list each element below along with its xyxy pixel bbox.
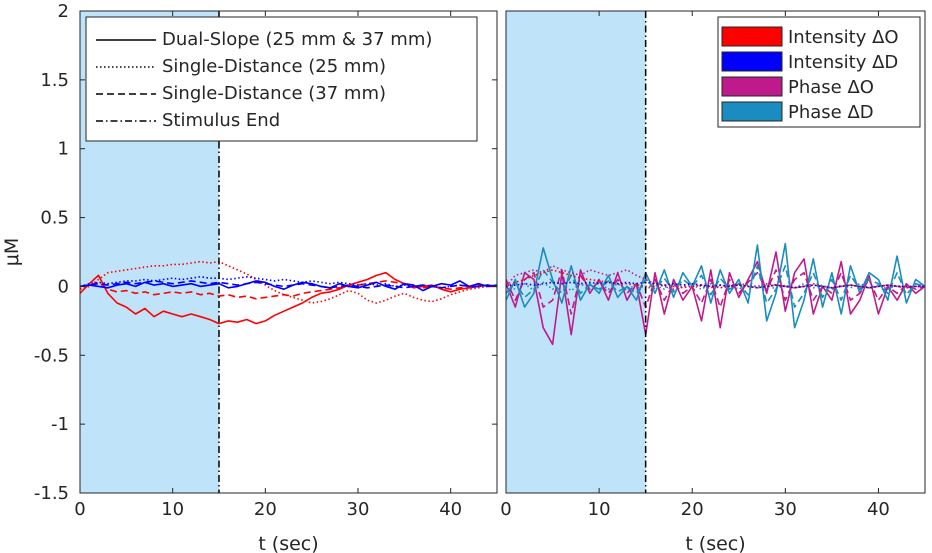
x-tick-label: 10 [588,499,611,520]
legend-label: Single-Distance (37 mm) [162,83,386,104]
stimulus-region [506,11,646,493]
y-tick-label: -0.5 [34,345,69,366]
legend-label: Intensity ΔD [788,52,898,73]
series-line-2 [79,280,497,300]
y-tick-label: 2 [58,1,69,22]
x-axis-label: t (sec) [258,533,318,553]
series-line-2 [505,269,926,315]
series-line-4 [505,265,925,290]
x-tick-label: 0 [74,499,85,520]
x-tick-label: 0 [500,499,511,520]
x-axis-label: t (sec) [685,533,745,553]
y-tick-label: 0 [58,276,69,297]
legend-label: Single-Distance (25 mm) [162,56,386,77]
legend-label: Phase ΔD [788,102,874,123]
series-line-0 [505,251,926,346]
y-tick-label: -1 [51,414,69,435]
legend-box [85,16,478,142]
legend-color-swatch [721,101,783,122]
series-line-3 [79,280,498,292]
x-tick-label: 40 [867,499,890,520]
y-tick-label: -1.5 [34,483,69,504]
y-axis-label: μM [1,238,23,266]
legend-color-swatch [721,76,783,97]
right-panel: 0 10 20 30 40 t (sec) Intensity ΔO Intensity ΔD… [500,10,926,553]
x-tick-label: 30 [347,499,370,520]
x-tick-label: 10 [161,499,184,520]
series-line-5 [79,280,498,289]
legend-color-swatch [721,26,783,47]
y-tick-label: 1 [58,139,69,160]
axes-box [79,10,498,494]
legend-color-swatch [721,51,783,72]
left-panel: 0 10 20 30 40 2 1.5 1 0.5 0 -0.5 -1 -1.5 t (sec) μM Dua… [1,1,498,553]
legend-label: Stimulus End [162,110,280,131]
series-line-0 [79,271,498,325]
axes-box [505,10,926,494]
legend-label: Dual-Slope (25 mm & 37 mm) [162,29,432,50]
x-tick-label: 20 [681,499,704,520]
x-tick-label: 20 [254,499,277,520]
y-tick-label: 0.5 [40,208,69,229]
series-line-7 [505,281,925,289]
legend-label: Intensity ΔO [788,27,899,48]
y-tick-label: 1.5 [40,70,69,91]
x-tick-label: 30 [774,499,797,520]
x-tick-label: 40 [439,499,462,520]
legend-label: Phase ΔO [788,77,874,98]
